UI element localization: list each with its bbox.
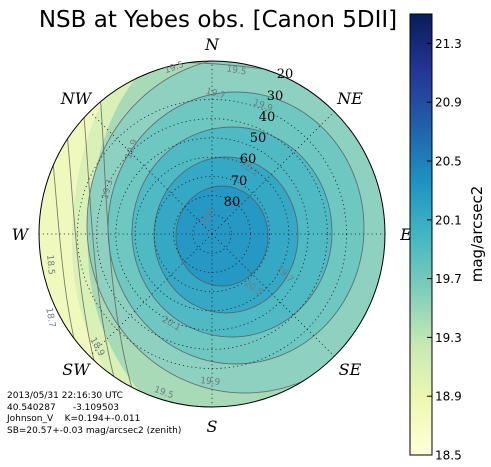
info-coordinates: 40.540287 -3.109503 — [7, 402, 120, 413]
contour-line — [153, 156, 299, 314]
contour-label: 18.5 — [44, 254, 56, 275]
contour-line — [86, 61, 385, 394]
colorbar-tick-label: 20.1 — [435, 213, 462, 227]
chart-title: NSB at Yebes obs. [Canon 5DII] — [39, 7, 397, 33]
contour-line — [175, 185, 269, 287]
altitude-label-70: 70 — [231, 174, 248, 189]
bright-west-band-mid — [71, 61, 158, 407]
colorbar-tick-label: 19.7 — [435, 272, 462, 286]
colorbar-label: mag/arcsec2 — [468, 186, 486, 283]
info-timestamp: 2013/05/31 22:16:30 UTC — [7, 391, 123, 401]
horizon-circle — [38, 60, 386, 408]
direction-e: E — [399, 225, 412, 244]
direction-sw: SW — [62, 360, 91, 379]
direction-nw: NW — [60, 89, 93, 108]
direction-ne: NE — [336, 89, 363, 108]
info-filter-extinction: Johnson_V K=0.194+-0.011 — [7, 414, 141, 424]
altitude-ring-80 — [192, 214, 232, 254]
altitude-label-50: 50 — [250, 131, 267, 146]
contour-label: 18.7 — [43, 307, 56, 328]
colorbar-tick-label: 21.3 — [435, 37, 462, 51]
colorbar-tick-label: 20.5 — [435, 155, 462, 169]
altitude-ring-40 — [115, 137, 309, 331]
direction-s: S — [207, 417, 218, 436]
direction-n: N — [204, 35, 220, 54]
colorbar-tick-label: 20.9 — [435, 96, 462, 110]
altitude-label-60: 60 — [240, 152, 257, 167]
contour-label: 19.5 — [226, 64, 247, 77]
colorbar-tick-label: 18.5 — [435, 449, 462, 463]
direction-labels: N NE E SE S SW W NW — [12, 35, 412, 436]
colorbar — [409, 13, 433, 456]
colorbar-tick-label: 19.3 — [435, 331, 462, 345]
altitude-label-80: 80 — [224, 195, 241, 210]
altitude-label-40: 40 — [259, 110, 276, 125]
altitude-ring-30 — [96, 118, 328, 350]
altitude-label-20: 20 — [277, 67, 294, 82]
contour-line — [131, 126, 333, 338]
zone-20-5 — [176, 186, 268, 286]
info-zenith-brightness: SB=20.57+-0.03 mag/arcsec2 (zenith) — [7, 425, 182, 436]
direction-w: W — [12, 225, 30, 244]
colorbar-ticks: 21.3 20.9 20.5 20.1 19.7 19.3 18.9 18.5 — [427, 37, 462, 463]
direction-se: SE — [339, 360, 362, 379]
contour-line — [107, 91, 365, 365]
colorbar-tick-label: 18.9 — [435, 390, 462, 404]
altitude-ring-60 — [153, 175, 271, 293]
observation-info: 2013/05/31 22:16:30 UTC 40.540287 -3.1095… — [7, 391, 181, 437]
altitude-label-30: 30 — [267, 89, 284, 104]
altitude-ring-50 — [134, 156, 290, 312]
contour-label: 19.9 — [200, 376, 221, 388]
altitude-ring-labels: 20 30 40 50 60 70 80 — [224, 67, 294, 210]
